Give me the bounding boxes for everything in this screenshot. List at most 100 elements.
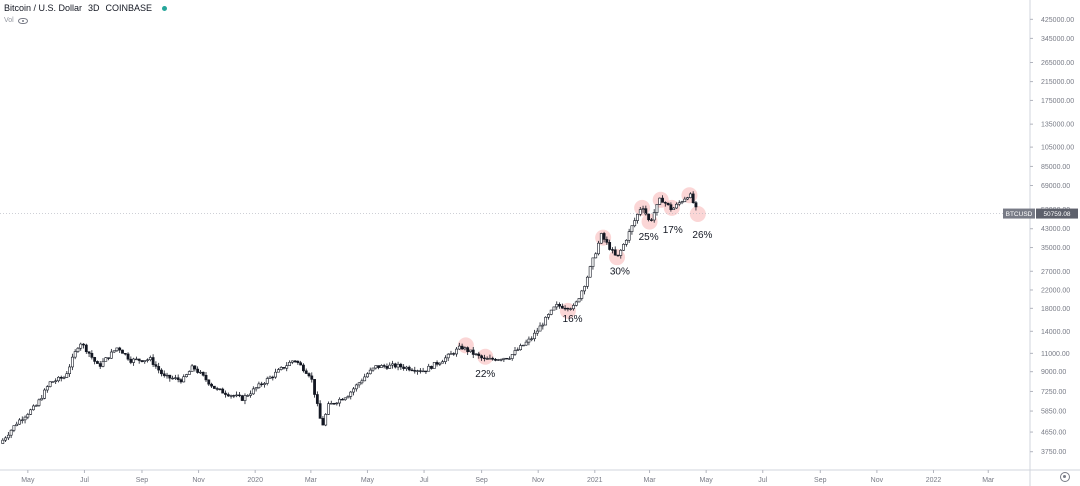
candle-body — [508, 358, 511, 360]
candle — [541, 322, 545, 330]
candle — [15, 421, 19, 427]
candle — [268, 375, 272, 379]
candle-body — [374, 365, 378, 369]
candle-body — [366, 373, 369, 378]
candle — [666, 202, 670, 206]
candle — [29, 408, 33, 416]
candle — [460, 343, 464, 351]
candle-body — [112, 350, 116, 353]
candle-body — [544, 316, 548, 326]
candle-body — [510, 354, 514, 359]
candle-body — [65, 373, 69, 378]
candle — [574, 300, 578, 307]
candle — [655, 204, 659, 216]
candle — [249, 390, 252, 398]
candle — [418, 368, 422, 374]
candle — [694, 200, 698, 211]
eye-icon[interactable] — [17, 17, 28, 24]
candle-body — [235, 394, 239, 397]
candle-body — [477, 353, 481, 357]
candle — [599, 232, 603, 244]
candle — [505, 357, 509, 360]
candle-body — [407, 366, 411, 371]
candle — [357, 381, 361, 388]
time-tick-label: May — [21, 477, 35, 484]
candle-body — [229, 395, 233, 397]
candle-body — [583, 286, 586, 292]
candle — [613, 246, 617, 256]
candle — [663, 201, 667, 207]
candle — [438, 362, 442, 367]
candle — [379, 364, 383, 368]
time-axis[interactable]: May Jul Sep Nov 2020 Mar May Jul Sep Nov 2021 Mar Ma… — [0, 469, 1080, 484]
candle — [226, 392, 230, 397]
candle-body — [335, 402, 339, 405]
candle — [366, 372, 369, 378]
candle — [43, 388, 46, 400]
candle-body — [672, 207, 676, 210]
candle-body — [416, 370, 419, 372]
candle — [638, 206, 642, 217]
candle-body — [146, 359, 149, 361]
candle — [238, 392, 241, 398]
candle — [341, 397, 344, 401]
symbol-name[interactable]: Bitcoin / U.S. Dollar — [4, 3, 83, 13]
candle-body — [238, 394, 241, 397]
candle-body — [318, 403, 322, 419]
candle — [469, 349, 472, 353]
candle — [265, 376, 269, 386]
candle-body — [599, 233, 603, 244]
interval-label[interactable]: 3D — [88, 3, 100, 13]
candle-body — [482, 357, 486, 360]
candle-body — [430, 365, 433, 369]
candle-body — [496, 359, 500, 361]
current-price-tag: BTCUSD 50759.08 — [0, 208, 1078, 219]
candle-body — [418, 370, 422, 372]
gear-icon[interactable] — [1060, 472, 1070, 482]
candle-body — [107, 357, 110, 359]
candle-body — [48, 381, 52, 387]
candle-body — [34, 405, 38, 407]
candle-body — [171, 377, 174, 380]
candle — [594, 252, 598, 259]
candle-body — [608, 242, 612, 250]
candle-body — [296, 360, 300, 363]
candle — [377, 365, 380, 370]
candle — [521, 344, 525, 347]
candle — [616, 254, 620, 257]
candle-body — [246, 395, 250, 397]
price-axis[interactable]: 3750.00 4650.00 5850.00 7250.00 9000.00 11000… — [1029, 0, 1074, 486]
candle-body — [73, 351, 77, 358]
candle-body — [624, 239, 628, 245]
time-tick-label: 2021 — [587, 477, 603, 484]
candle-body — [382, 365, 386, 367]
candle-body — [26, 414, 30, 418]
candle-body — [221, 388, 225, 394]
time-tick-label: 2020 — [247, 477, 263, 484]
candle-body — [502, 357, 506, 360]
time-tick-label: Sep — [814, 477, 827, 484]
candle — [40, 394, 44, 401]
candle-body — [460, 345, 464, 350]
price-tick-label: 345000.00 — [1041, 36, 1074, 43]
exchange-label: COINBASE — [105, 3, 153, 13]
candle — [343, 397, 347, 401]
candle-body — [257, 383, 261, 388]
candle — [349, 390, 353, 400]
candle-body — [480, 355, 483, 359]
candle — [176, 374, 180, 383]
candle — [413, 366, 417, 374]
candle — [471, 346, 475, 359]
candle — [627, 228, 631, 243]
candle — [304, 368, 308, 374]
candle — [605, 236, 609, 245]
candle-body — [652, 212, 656, 221]
highlight-circle — [609, 249, 626, 266]
candle — [4, 436, 7, 443]
candle-body — [611, 249, 614, 251]
candle — [363, 373, 367, 382]
candle — [23, 415, 27, 424]
candle — [302, 363, 305, 373]
candle-body — [341, 398, 344, 401]
